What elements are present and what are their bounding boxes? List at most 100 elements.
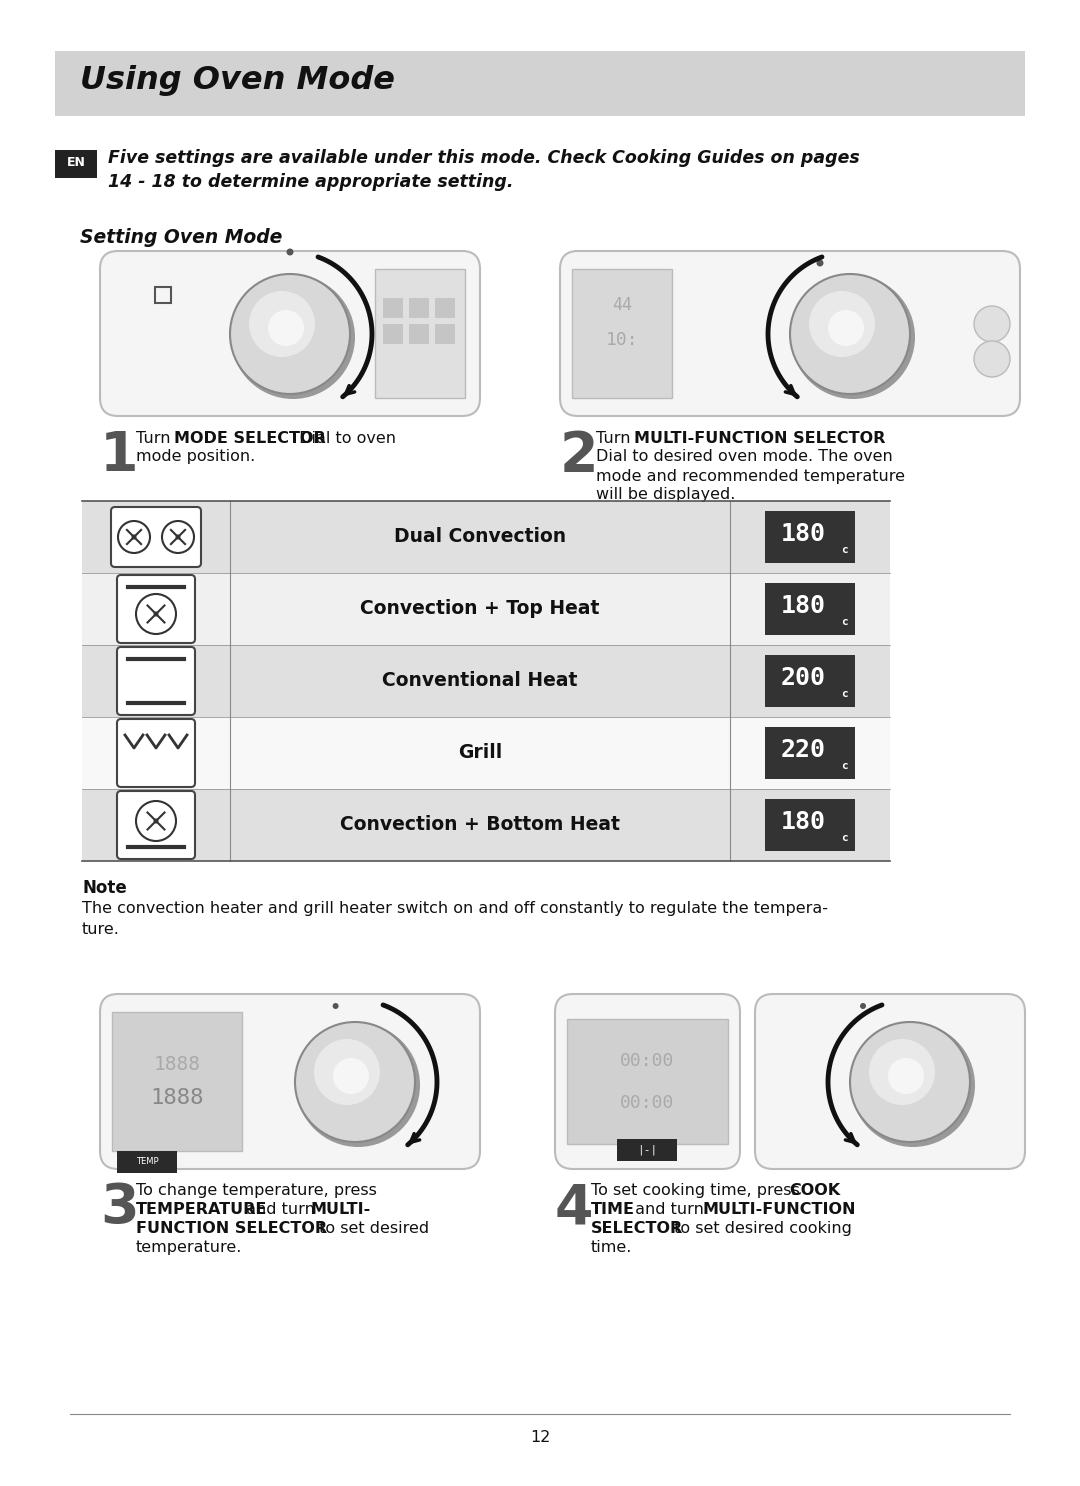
Bar <box>765 655 855 707</box>
Text: To change temperature, press: To change temperature, press <box>136 1183 377 1198</box>
Circle shape <box>809 291 875 357</box>
Text: 2: 2 <box>561 429 598 483</box>
Circle shape <box>791 275 915 400</box>
Circle shape <box>175 535 180 539</box>
Text: Convection + Top Heat: Convection + Top Heat <box>361 599 599 618</box>
Bar <box>765 583 855 635</box>
Bar <box>55 150 97 178</box>
Text: EN: EN <box>67 156 85 169</box>
Text: time.: time. <box>591 1239 633 1256</box>
Bar <box>82 718 890 789</box>
Circle shape <box>268 311 303 346</box>
Text: 00:00: 00:00 <box>620 1052 674 1070</box>
Text: Five settings are available under this mode. Check Cooking Guides on pages
14 - : Five settings are available under this m… <box>108 149 860 190</box>
Circle shape <box>851 1022 975 1147</box>
FancyBboxPatch shape <box>755 994 1025 1169</box>
Text: MULTI-FUNCTION SELECTOR: MULTI-FUNCTION SELECTOR <box>634 431 886 446</box>
FancyBboxPatch shape <box>117 791 195 859</box>
Text: 1888: 1888 <box>153 1055 201 1074</box>
Bar <box>409 299 429 318</box>
Text: MODE SELECTOR: MODE SELECTOR <box>174 431 326 446</box>
Bar <box>435 299 455 318</box>
Bar <box>383 299 403 318</box>
Bar <box>82 501 890 574</box>
Text: COOK: COOK <box>789 1183 840 1198</box>
Circle shape <box>974 340 1010 377</box>
FancyBboxPatch shape <box>100 994 480 1169</box>
FancyBboxPatch shape <box>100 251 480 416</box>
Bar <box>156 287 171 303</box>
Text: c: c <box>841 834 848 843</box>
Circle shape <box>153 612 159 617</box>
Text: Dual Convection: Dual Convection <box>394 528 566 547</box>
Text: 10:: 10: <box>606 331 638 349</box>
Bar <box>765 511 855 563</box>
Bar <box>82 645 890 718</box>
Text: 44: 44 <box>612 296 632 314</box>
Text: Turn: Turn <box>136 431 176 446</box>
Text: c: c <box>841 761 848 771</box>
Text: to set desired: to set desired <box>314 1221 429 1236</box>
FancyBboxPatch shape <box>117 575 195 643</box>
Text: Note: Note <box>82 880 126 898</box>
Text: TIME: TIME <box>591 1202 635 1217</box>
Text: temperature.: temperature. <box>136 1239 242 1256</box>
Text: |-|: |-| <box>637 1144 657 1155</box>
Text: c: c <box>841 545 848 554</box>
FancyBboxPatch shape <box>117 719 195 788</box>
FancyBboxPatch shape <box>117 646 195 715</box>
Bar <box>435 324 455 343</box>
Circle shape <box>249 291 315 357</box>
Text: will be displayed.: will be displayed. <box>596 487 735 502</box>
Text: Turn: Turn <box>596 431 636 446</box>
Bar <box>572 269 672 398</box>
FancyBboxPatch shape <box>555 994 740 1169</box>
Circle shape <box>789 273 910 394</box>
Text: 1888: 1888 <box>150 1088 204 1109</box>
Text: and turn: and turn <box>630 1202 708 1217</box>
Bar <box>765 727 855 779</box>
Text: 180: 180 <box>780 523 825 547</box>
Text: 12: 12 <box>530 1431 550 1446</box>
Text: 1: 1 <box>100 429 138 483</box>
Bar <box>383 324 403 343</box>
Circle shape <box>230 273 350 394</box>
FancyBboxPatch shape <box>111 507 201 568</box>
Text: MULTI-: MULTI- <box>311 1202 372 1217</box>
Text: TEMPERATURE: TEMPERATURE <box>136 1202 268 1217</box>
Bar <box>375 269 465 398</box>
Bar <box>117 1152 177 1172</box>
Text: Dial to desired oven mode. The oven: Dial to desired oven mode. The oven <box>596 449 893 464</box>
Circle shape <box>132 535 136 539</box>
Circle shape <box>974 306 1010 342</box>
Bar <box>765 799 855 851</box>
Text: To set cooking time, press: To set cooking time, press <box>591 1183 805 1198</box>
Circle shape <box>295 1022 415 1143</box>
Text: MULTI-FUNCTION: MULTI-FUNCTION <box>703 1202 856 1217</box>
Circle shape <box>333 1003 339 1009</box>
Text: Using Oven Mode: Using Oven Mode <box>80 65 395 97</box>
Text: SELECTOR: SELECTOR <box>591 1221 684 1236</box>
Text: 3: 3 <box>100 1181 138 1235</box>
Text: Conventional Heat: Conventional Heat <box>382 672 578 691</box>
Bar <box>82 574 890 645</box>
Text: TEMP: TEMP <box>136 1158 159 1167</box>
Circle shape <box>850 1022 970 1143</box>
Text: to set desired cooking: to set desired cooking <box>669 1221 852 1236</box>
Bar <box>409 324 429 343</box>
Circle shape <box>333 1058 369 1094</box>
Text: c: c <box>841 617 848 627</box>
Text: FUNCTION SELECTOR: FUNCTION SELECTOR <box>136 1221 327 1236</box>
Text: 180: 180 <box>780 810 825 835</box>
Bar <box>567 1019 728 1144</box>
Circle shape <box>828 311 864 346</box>
Bar <box>55 51 1025 116</box>
Bar <box>112 1012 242 1152</box>
Circle shape <box>860 1003 866 1009</box>
Text: 00:00: 00:00 <box>620 1094 674 1112</box>
Circle shape <box>869 1039 935 1106</box>
Text: mode position.: mode position. <box>136 449 255 464</box>
Text: 200: 200 <box>780 666 825 691</box>
Text: and turn: and turn <box>241 1202 320 1217</box>
Text: 4: 4 <box>555 1181 594 1235</box>
